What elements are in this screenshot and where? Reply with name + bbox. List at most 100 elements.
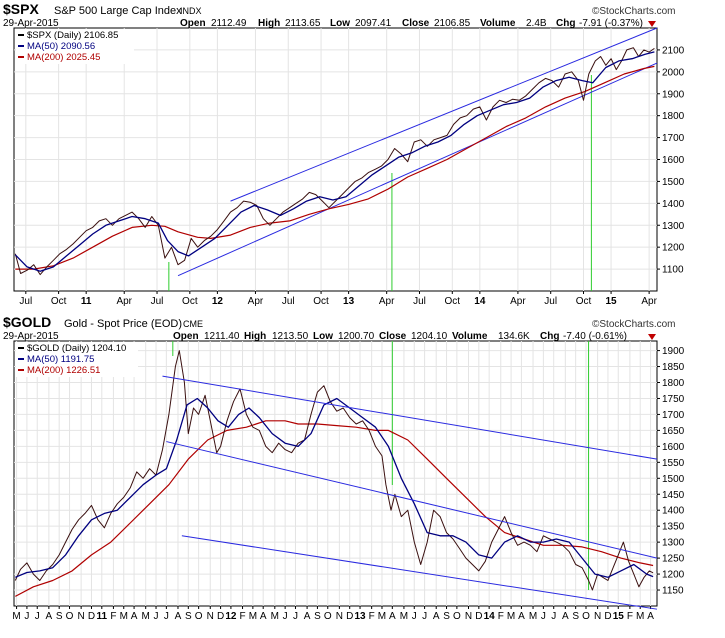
gold-legend-label: $GOLD (Daily) 1204.10 — [27, 343, 126, 354]
gold-price-line — [14, 350, 654, 591]
spx-legend-label: MA(50) 2090.56 — [27, 41, 95, 52]
gold-symbol: $GOLD — [3, 314, 51, 330]
spx-series — [14, 47, 655, 276]
gold-x-tick-label: M — [400, 611, 408, 622]
spx-marker-lines — [168, 75, 592, 291]
gold-y-tick-label: 1650 — [662, 426, 685, 437]
gold-x-tick-label: S — [572, 611, 579, 622]
spx-x-tick-label: 11 — [81, 296, 92, 307]
gold-x-tick-label: O — [195, 611, 203, 622]
gold-x-tick-label: M — [249, 611, 257, 622]
gold-x-tick-label: 12 — [225, 611, 237, 622]
gold-x-tick-label: S — [443, 611, 450, 622]
spx-y-tick-label: 1100 — [662, 265, 684, 276]
gold-x-tick-label: N — [207, 611, 214, 622]
gold-x-tick-label: A — [562, 611, 569, 622]
gold-x-tick-label: A — [260, 611, 267, 622]
gold-x-tick-label: O — [453, 611, 461, 622]
gold-x-tick-label: S — [314, 611, 321, 622]
gold-ma200-line — [15, 420, 654, 597]
gold-x-tick-label: J — [24, 611, 29, 622]
gold-x-axis: M J J A S O N D 11 F M A M J J A S O N D 12 F M A M J J A S O N D 13 F M A M… — [12, 606, 654, 622]
gold-x-tick-label: 13 — [354, 611, 366, 622]
spx-x-tick-label: Jul — [151, 296, 164, 307]
spx-legend-box — [16, 29, 134, 64]
gold-x-tick-label: M — [120, 611, 128, 622]
gold-x-tick-label: 11 — [97, 611, 108, 622]
spx-x-tick-label: 13 — [343, 296, 355, 307]
gold-legend-label: MA(50) 1191.75 — [27, 354, 94, 365]
spx-header: $SPX S&P 500 Large Cap Index INDX ©Stock… — [3, 1, 676, 29]
gold-brand[interactable]: ©StockCharts.com — [592, 319, 676, 330]
gold-x-tick-label: N — [336, 611, 343, 622]
gold-x-tick-label: M — [636, 611, 644, 622]
spx-y-tick-label: 1300 — [662, 221, 685, 232]
spx-chg-value: -7.91 (-0.37%) — [579, 18, 643, 29]
gold-x-tick-label: J — [154, 611, 159, 622]
gold-volume-value: 134.6K — [498, 331, 530, 342]
spx-x-axis: Jul Oct 11 Apr Jul Oct 12 Apr Jul Oct 13 Apr Jul Oct 1… — [19, 291, 658, 307]
gold-y-tick-label: 1750 — [662, 394, 685, 405]
spx-legend-label: $SPX (Daily) 2106.85 — [27, 30, 118, 41]
gold-y-tick-label: 1500 — [662, 474, 685, 485]
spx-x-tick-label: Jul — [413, 296, 426, 307]
spx-y-tick-label: 1900 — [662, 89, 685, 100]
gold-trendlines — [162, 375, 658, 610]
gold-y-tick-label: 1850 — [662, 362, 685, 373]
gold-high-value: 1213.50 — [272, 331, 309, 342]
gold-x-tick-label: A — [46, 611, 53, 622]
gold-x-tick-label: J — [35, 611, 40, 622]
spx-x-tick-label: Jul — [544, 296, 557, 307]
spx-symbol: $SPX — [3, 1, 39, 17]
gold-low-value: 1200.70 — [338, 331, 375, 342]
spx-brand[interactable]: ©StockCharts.com — [592, 6, 676, 17]
gold-y-tick-label: 1700 — [662, 410, 685, 421]
spx-y-tick-label: 1400 — [662, 199, 685, 210]
gold-trendline-1 — [162, 375, 658, 460]
spx-trendline-2 — [230, 27, 658, 202]
gold-y-axis: 1150 1200 1250 1300 1350 1400 1450 1500 1550 1600… — [657, 346, 685, 597]
spx-open-value: 2112.49 — [211, 18, 247, 29]
gold-trendline-2 — [166, 441, 658, 559]
spx-ma50-line — [14, 51, 655, 272]
spx-legend-label: MA(200) 2025.45 — [27, 52, 100, 63]
gold-x-tick-label: O — [582, 611, 590, 622]
spx-y-tick-label: 1600 — [662, 155, 685, 166]
spx-low-label: Low — [330, 18, 350, 29]
gold-volume-label: Volume — [452, 331, 488, 342]
gold-x-tick-label: J — [164, 611, 169, 622]
gold-x-tick-label: A — [304, 611, 311, 622]
gold-title: Gold - Spot Price (EOD) — [64, 318, 182, 330]
gold-x-tick-label: F — [627, 611, 633, 622]
spx-x-tick-label: Oct — [51, 296, 67, 307]
gold-x-tick-label: J — [551, 611, 556, 622]
gold-x-tick-label: D — [475, 611, 482, 622]
spx-ma200-line — [15, 65, 655, 270]
gold-x-tick-label: A — [518, 611, 525, 622]
gold-x-tick-label: D — [217, 611, 224, 622]
spx-price-line — [14, 47, 655, 276]
gold-x-tick-label: D — [604, 611, 611, 622]
spx-chg-label: Chg — [556, 18, 575, 29]
gold-x-tick-label: 14 — [484, 611, 496, 622]
gold-open-value: 1211.40 — [204, 331, 240, 342]
spx-close-label: Close — [402, 18, 430, 29]
spx-date: 29-Apr-2015 — [3, 18, 59, 29]
gold-open-label: Open — [173, 331, 199, 342]
spx-quote-line: Open 2112.49 High 2113.65 Low 2097.41 Cl… — [180, 18, 643, 29]
gold-y-tick-label: 1550 — [662, 458, 685, 469]
spx-y-tick-label: 2000 — [662, 67, 685, 78]
gold-x-tick-label: F — [239, 611, 245, 622]
gold-chg-value: -7.40 (-0.61%) — [563, 331, 627, 342]
gold-down-arrow-icon — [648, 334, 656, 340]
gold-y-tick-label: 1600 — [662, 442, 685, 453]
gold-exchange: CME — [183, 319, 203, 329]
gold-low-label: Low — [313, 331, 333, 342]
gold-gridlines — [14, 341, 657, 606]
spx-x-tick-label: 14 — [474, 296, 486, 307]
gold-x-tick-label: J — [422, 611, 427, 622]
gold-high-label: High — [244, 331, 266, 342]
spx-exchange: INDX — [180, 6, 202, 16]
spx-trendlines — [177, 27, 658, 277]
